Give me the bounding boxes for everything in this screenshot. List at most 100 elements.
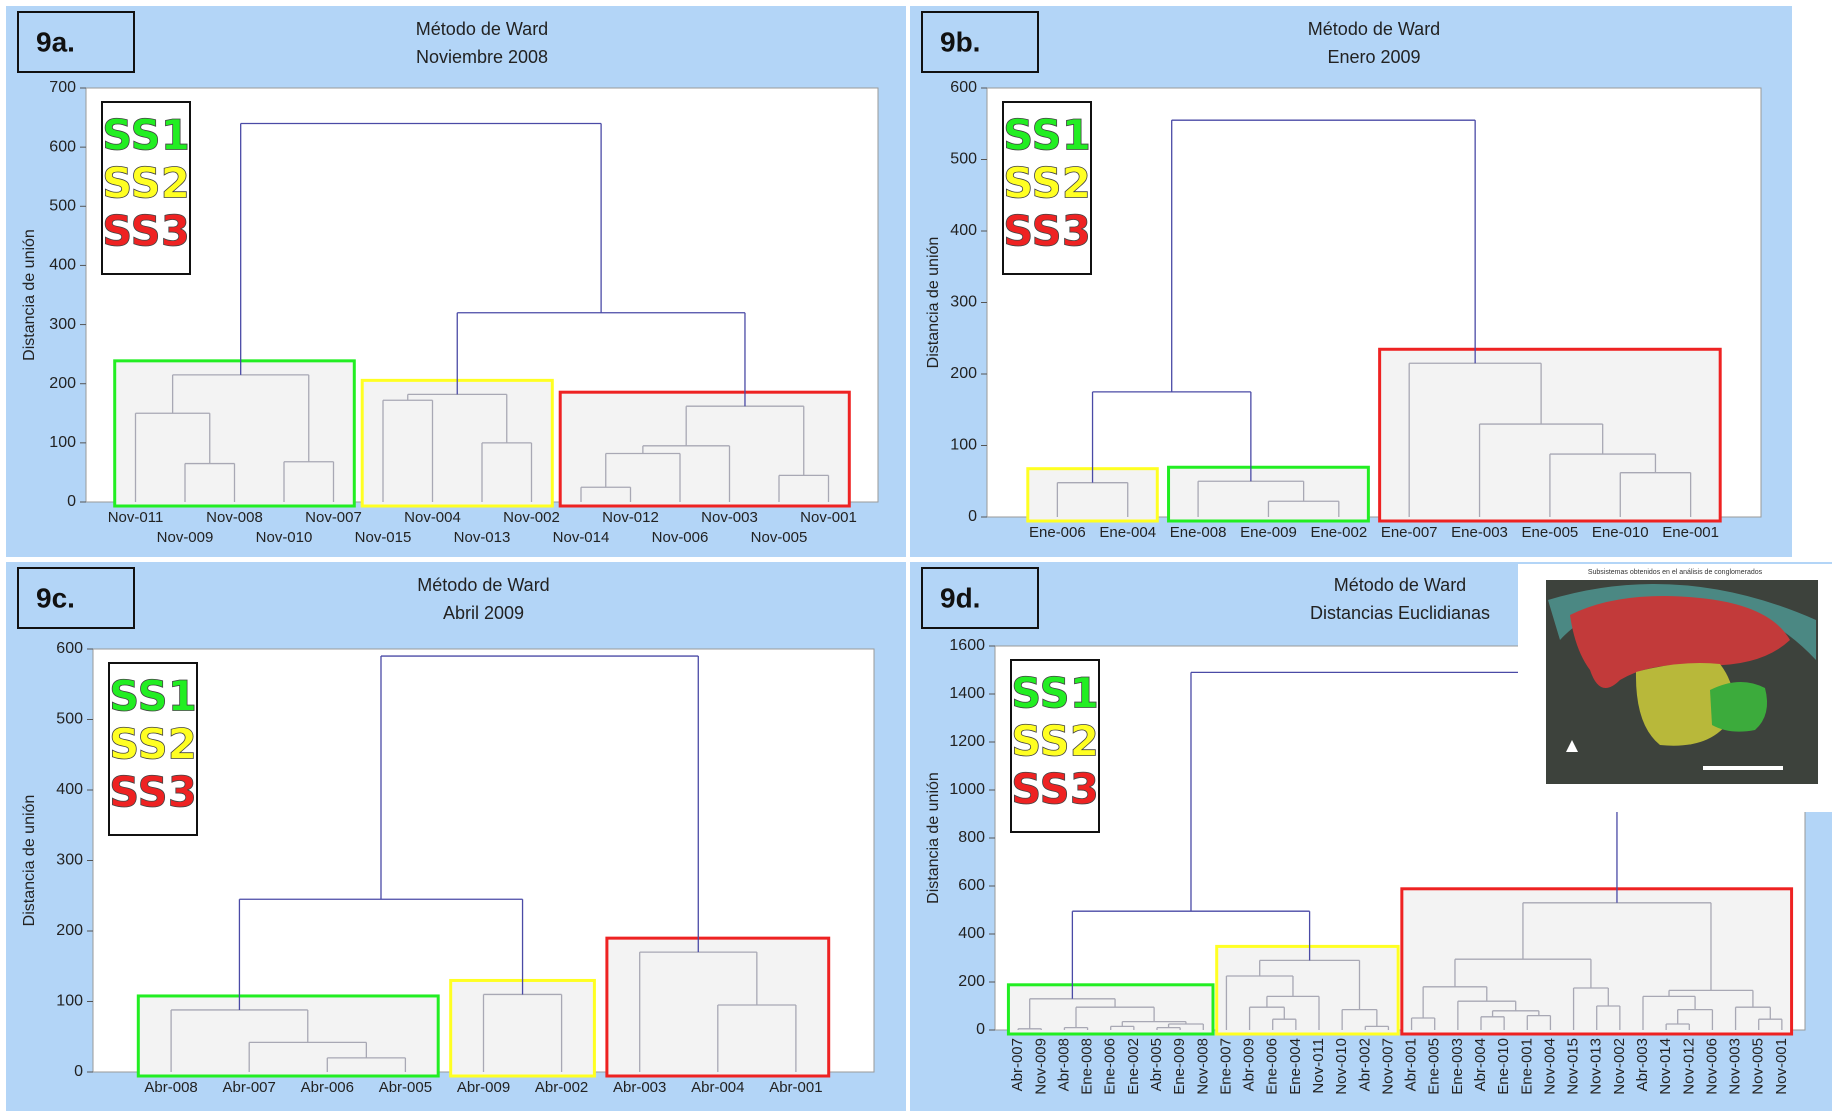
leaf-label: Nov-008 (1194, 1038, 1211, 1095)
leaf-label: Ene-003 (1451, 524, 1508, 541)
leaf-label: Nov-002 (1611, 1038, 1628, 1095)
legend-entry: SS3 (109, 768, 197, 817)
leaf-label: Ene-008 (1079, 1038, 1096, 1095)
leaf-label: Nov-003 (1727, 1038, 1744, 1095)
y-tick-label: 0 (74, 1063, 83, 1080)
leaf-label: Abr-001 (1403, 1038, 1420, 1091)
y-tick-label: 1000 (949, 781, 985, 798)
inset-title: Subsistemas obtenidos en el análisis de … (1588, 569, 1763, 576)
y-tick-label: 500 (49, 198, 76, 215)
leaf-label: Ene-010 (1495, 1038, 1512, 1095)
leaf-label: Nov-005 (751, 529, 808, 546)
chart-subtitle: Abril 2009 (443, 603, 524, 623)
leaf-label: Nov-012 (602, 509, 659, 526)
leaf-label: Abr-004 (691, 1079, 744, 1096)
y-tick-label: 500 (950, 151, 977, 168)
cluster-box (1217, 946, 1398, 1034)
leaf-label: Ene-003 (1449, 1038, 1466, 1095)
leaf-label: Ene-010 (1592, 524, 1649, 541)
leaf-label: Ene-002 (1310, 524, 1367, 541)
y-tick-label: 500 (56, 711, 83, 728)
leaf-label: Ene-007 (1217, 1038, 1234, 1095)
y-tick-label: 200 (958, 973, 985, 990)
y-axis-label: Distancia de unión (21, 229, 38, 361)
legend-entry: SS3 (102, 207, 190, 256)
leaf-label: Ene-005 (1522, 524, 1579, 541)
leaf-label: Ene-004 (1287, 1038, 1304, 1095)
legend-entry: SS3 (1003, 207, 1091, 256)
y-tick-label: 400 (958, 925, 985, 942)
y-tick-label: 600 (958, 877, 985, 894)
leaf-label: Nov-005 (1750, 1038, 1767, 1095)
leaf-label: Abr-006 (301, 1079, 354, 1096)
leaf-label: Nov-007 (305, 509, 362, 526)
panel-label: 9b. (940, 26, 980, 57)
cluster-box (560, 392, 849, 506)
y-tick-label: 600 (49, 138, 76, 155)
y-tick-label: 300 (49, 316, 76, 333)
leaf-label: Ene-006 (1264, 1038, 1281, 1095)
leaf-label: Nov-013 (454, 529, 511, 546)
y-tick-label: 100 (49, 434, 76, 451)
leaf-label: Abr-005 (1148, 1038, 1165, 1091)
leaf-label: Nov-010 (1333, 1038, 1350, 1095)
leaf-label: Abr-002 (535, 1079, 588, 1096)
figure: 9a.Método de WardNoviembre 2008Distancia… (0, 0, 1832, 1111)
leaf-label: Abr-009 (1241, 1038, 1258, 1091)
leaf-label: Nov-009 (157, 529, 214, 546)
leaf-label: Ene-005 (1426, 1038, 1443, 1095)
inset-ss1 (1710, 682, 1767, 732)
leaf-label: Nov-002 (503, 509, 560, 526)
leaf-label: Abr-008 (1055, 1038, 1072, 1091)
cluster-box (138, 996, 438, 1076)
y-axis-label: Distancia de unión (21, 795, 38, 927)
leaf-label: Ene-004 (1099, 524, 1156, 541)
panel-label: 9a. (36, 26, 75, 57)
legend-entry: SS2 (102, 159, 190, 208)
y-tick-label: 200 (950, 365, 977, 382)
leaf-label: Abr-009 (457, 1079, 510, 1096)
leaf-label: Ene-006 (1029, 524, 1086, 541)
legend-entry: SS1 (1003, 111, 1091, 160)
y-tick-label: 400 (950, 222, 977, 239)
chart-subtitle: Distancias Euclidianas (1310, 603, 1490, 623)
leaf-label: Abr-008 (144, 1079, 197, 1096)
chart-title: Método de Ward (1334, 575, 1466, 595)
y-tick-label: 700 (49, 79, 76, 96)
leaf-label: Ene-002 (1125, 1038, 1142, 1095)
y-tick-label: 0 (976, 1021, 985, 1038)
y-tick-label: 1600 (949, 637, 985, 654)
y-axis-label: Distancia de unión (925, 772, 942, 904)
legend-entry: SS2 (1003, 159, 1091, 208)
leaf-label: Ene-001 (1662, 524, 1719, 541)
leaf-label: Nov-004 (404, 509, 461, 526)
chart-subtitle: Enero 2009 (1327, 47, 1420, 67)
leaf-label: Nov-009 (1032, 1038, 1049, 1095)
leaf-label: Nov-013 (1588, 1038, 1605, 1095)
chart-title: Método de Ward (1308, 19, 1440, 39)
page: 9a.Método de WardNoviembre 2008Distancia… (0, 0, 1832, 1111)
y-tick-label: 1200 (949, 733, 985, 750)
y-tick-label: 200 (56, 922, 83, 939)
y-tick-label: 600 (56, 640, 83, 657)
legend-entry: SS1 (102, 111, 190, 160)
y-tick-label: 300 (56, 852, 83, 869)
leaf-label: Nov-014 (1657, 1038, 1674, 1095)
leaf-label: Nov-011 (1310, 1038, 1327, 1094)
leaf-label: Nov-003 (701, 509, 758, 526)
leaf-label: Nov-010 (256, 529, 313, 546)
leaf-label: Nov-001 (800, 509, 857, 526)
leaf-label: Abr-007 (223, 1079, 276, 1096)
y-axis-label: Distancia de unión (925, 237, 942, 369)
inset-scale-bar (1703, 766, 1783, 770)
leaf-label: Nov-004 (1541, 1038, 1558, 1095)
legend-entry: SS3 (1011, 765, 1099, 814)
leaf-label: Abr-007 (1009, 1038, 1026, 1091)
leaf-label: Abr-003 (613, 1079, 666, 1096)
legend-entry: SS2 (109, 720, 197, 769)
y-tick-label: 100 (56, 993, 83, 1010)
y-tick-label: 1400 (949, 685, 985, 702)
panel-label: 9d. (940, 582, 980, 613)
leaf-label: Abr-005 (379, 1079, 432, 1096)
